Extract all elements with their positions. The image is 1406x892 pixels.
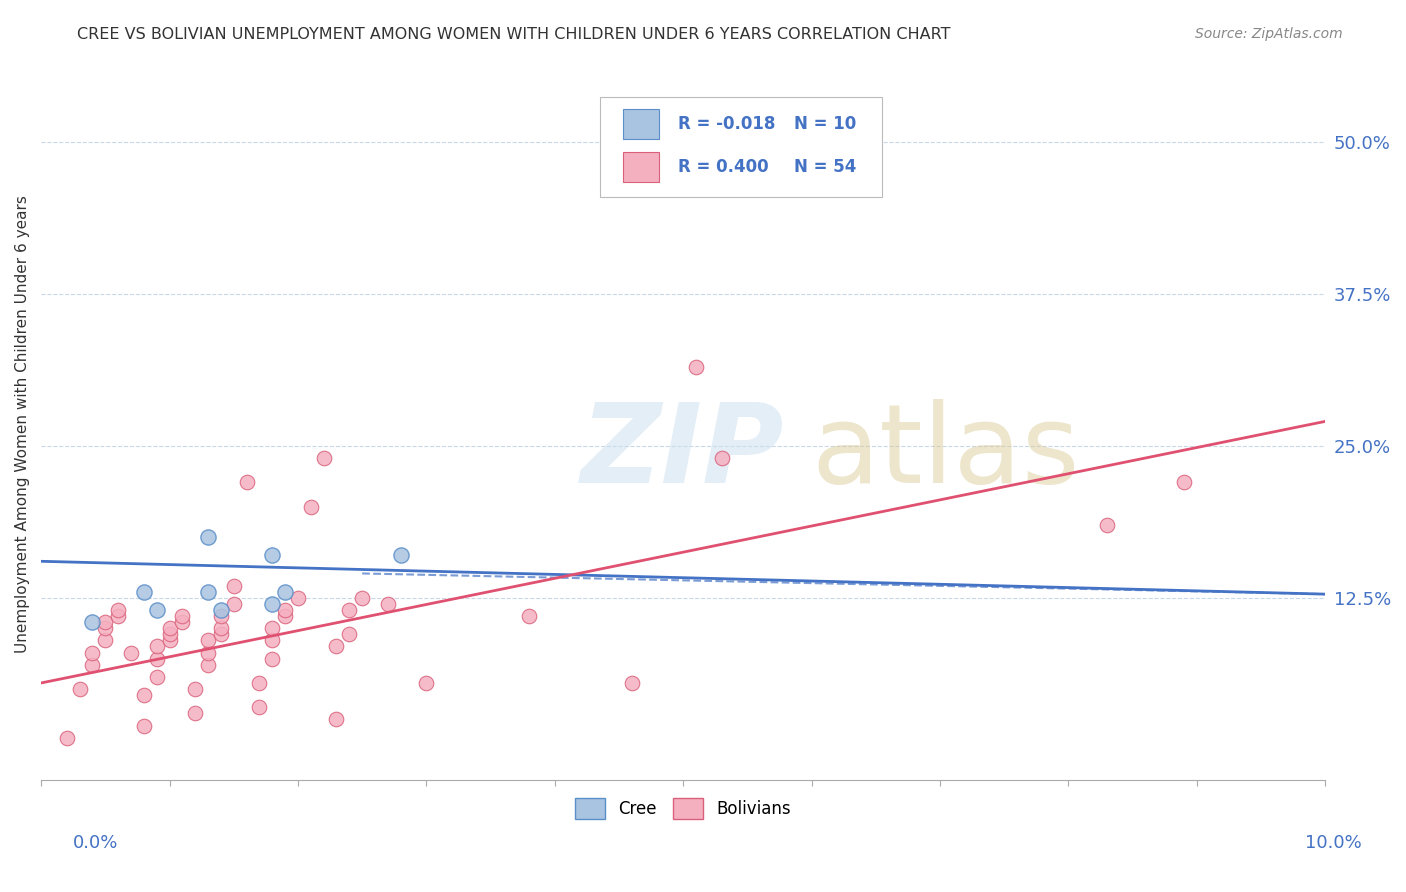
Point <box>262 633 284 648</box>
Point <box>235 475 257 490</box>
Bar <box>623 109 659 139</box>
Text: R = 0.400: R = 0.400 <box>678 158 769 176</box>
Point <box>274 584 297 599</box>
Point <box>287 591 309 605</box>
Point <box>337 627 360 641</box>
Point <box>299 500 322 514</box>
Point <box>352 591 374 605</box>
Point <box>262 597 284 611</box>
Point <box>197 530 219 544</box>
Point <box>132 584 155 599</box>
Point <box>107 609 129 624</box>
Point <box>145 651 167 665</box>
Point <box>262 621 284 635</box>
Text: ZIP: ZIP <box>581 400 785 507</box>
Point <box>184 706 207 721</box>
Point <box>120 646 142 660</box>
Point <box>209 609 232 624</box>
Point <box>249 700 271 714</box>
Point <box>132 718 155 732</box>
Point <box>94 633 117 648</box>
Point <box>172 609 194 624</box>
Point <box>274 609 297 624</box>
Bar <box>623 152 659 182</box>
Text: CREE VS BOLIVIAN UNEMPLOYMENT AMONG WOMEN WITH CHILDREN UNDER 6 YEARS CORRELATIO: CREE VS BOLIVIAN UNEMPLOYMENT AMONG WOME… <box>77 27 950 42</box>
Point <box>620 676 643 690</box>
Point <box>107 603 129 617</box>
Point <box>159 627 181 641</box>
Point <box>685 359 707 374</box>
Point <box>325 640 347 654</box>
Point <box>82 646 104 660</box>
Point <box>415 676 437 690</box>
Point <box>209 621 232 635</box>
Point <box>312 450 335 465</box>
Point <box>197 584 219 599</box>
Point <box>197 633 219 648</box>
Point <box>145 670 167 684</box>
Text: R = -0.018: R = -0.018 <box>678 115 776 133</box>
Point <box>159 633 181 648</box>
Point <box>94 615 117 629</box>
Point <box>274 603 297 617</box>
Point <box>517 609 540 624</box>
Point <box>94 621 117 635</box>
Point <box>222 579 245 593</box>
Point <box>1173 475 1195 490</box>
Text: Source: ZipAtlas.com: Source: ZipAtlas.com <box>1195 27 1343 41</box>
Point <box>145 603 167 617</box>
Point <box>1095 517 1118 532</box>
Point <box>337 603 360 617</box>
Point <box>172 615 194 629</box>
Point <box>69 681 91 696</box>
Text: N = 54: N = 54 <box>793 158 856 176</box>
Point <box>325 713 347 727</box>
Point <box>389 548 412 562</box>
Point <box>184 681 207 696</box>
Point <box>262 651 284 665</box>
Point <box>132 688 155 702</box>
Point <box>710 450 733 465</box>
Point <box>377 597 399 611</box>
Legend: Cree, Bolivians: Cree, Bolivians <box>568 792 799 825</box>
Point <box>262 548 284 562</box>
Point <box>209 603 232 617</box>
Y-axis label: Unemployment Among Women with Children Under 6 years: Unemployment Among Women with Children U… <box>15 195 30 653</box>
Point <box>197 646 219 660</box>
Point <box>249 676 271 690</box>
Point <box>145 640 167 654</box>
Point <box>159 621 181 635</box>
Bar <box>600 97 882 196</box>
Text: atlas: atlas <box>811 400 1080 507</box>
Point <box>82 615 104 629</box>
Text: 0.0%: 0.0% <box>73 834 118 852</box>
Point <box>56 731 79 745</box>
Point <box>82 657 104 672</box>
Text: 10.0%: 10.0% <box>1305 834 1361 852</box>
Point <box>197 657 219 672</box>
Point <box>222 597 245 611</box>
Point <box>209 627 232 641</box>
Text: N = 10: N = 10 <box>793 115 856 133</box>
